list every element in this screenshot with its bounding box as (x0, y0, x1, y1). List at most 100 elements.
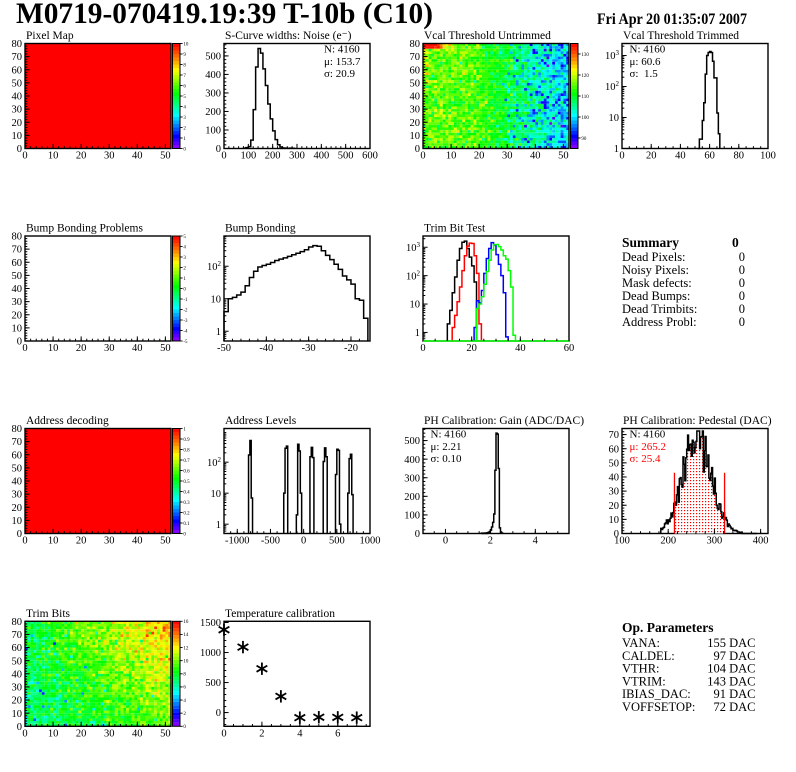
svg-text:16: 16 (183, 620, 189, 625)
svg-text:0: 0 (739, 263, 745, 277)
svg-text:σ: 1.5: σ: 1.5 (630, 68, 659, 80)
svg-text:97 DAC: 97 DAC (713, 649, 755, 663)
svg-text:0: 0 (221, 151, 226, 162)
svg-text:1: 1 (183, 427, 186, 432)
svg-text:0: 0 (221, 729, 226, 740)
svg-text:Address Levels: Address Levels (225, 415, 297, 427)
svg-text:0: 0 (22, 151, 27, 162)
svg-text:-500: -500 (261, 536, 280, 547)
svg-text:100: 100 (614, 536, 630, 547)
svg-text:4: 4 (183, 105, 186, 110)
svg-text:PH Calibration: Pedestal (DAC): PH Calibration: Pedestal (DAC) (623, 415, 772, 427)
svg-text:1: 1 (614, 144, 619, 155)
svg-text:10: 10 (12, 323, 23, 334)
svg-text:70: 70 (410, 52, 421, 63)
svg-text:μ: 153.7: μ: 153.7 (324, 56, 361, 68)
svg-text:0: 0 (183, 725, 186, 730)
svg-text:4: 4 (183, 699, 186, 704)
svg-text:8: 8 (183, 673, 186, 678)
svg-text:200: 200 (205, 107, 221, 118)
svg-text:30: 30 (12, 490, 23, 501)
svg-text:5: 5 (183, 95, 186, 100)
svg-text:50: 50 (160, 343, 171, 354)
svg-text:7: 7 (183, 74, 186, 79)
svg-text:S-Curve widths: Noise (e⁻): S-Curve widths: Noise (e⁻) (225, 30, 352, 42)
svg-text:2: 2 (183, 712, 186, 717)
svg-text:-30: -30 (302, 343, 316, 354)
svg-text:40: 40 (12, 284, 23, 295)
svg-text:80: 80 (12, 39, 23, 50)
svg-text:5: 5 (183, 235, 186, 240)
svg-text:0: 0 (420, 343, 425, 354)
svg-text:0: 0 (183, 287, 186, 292)
svg-text:2: 2 (259, 729, 264, 740)
svg-text:40: 40 (132, 151, 143, 162)
svg-text:VTHR:: VTHR: (622, 662, 660, 676)
svg-text:IBIAS_DAC:: IBIAS_DAC: (622, 687, 691, 701)
svg-text:30: 30 (104, 729, 115, 740)
svg-text:10: 10 (609, 515, 620, 526)
svg-text:60: 60 (12, 450, 23, 461)
svg-text:200: 200 (660, 536, 676, 547)
svg-text:μ: 2.21: μ: 2.21 (431, 441, 462, 453)
svg-text:6: 6 (335, 729, 340, 740)
svg-text:60: 60 (609, 444, 620, 455)
svg-text:9: 9 (183, 53, 186, 58)
svg-text:0: 0 (420, 151, 425, 162)
svg-text:0: 0 (17, 337, 22, 348)
svg-text:1: 1 (415, 328, 420, 339)
svg-text:40: 40 (530, 151, 541, 162)
svg-text:0: 0 (22, 536, 27, 547)
svg-text:10: 10 (12, 709, 23, 720)
svg-text:70: 70 (12, 245, 23, 256)
svg-text:80: 80 (12, 232, 23, 243)
svg-text:70: 70 (12, 52, 23, 63)
svg-text:110: 110 (581, 95, 589, 100)
svg-text:200: 200 (265, 151, 281, 162)
svg-text:0: 0 (17, 529, 22, 540)
svg-text:0.3: 0.3 (183, 501, 190, 506)
svg-text:20: 20 (12, 118, 23, 129)
svg-text:70: 70 (12, 437, 23, 448)
svg-text:60: 60 (12, 65, 23, 76)
svg-text:Op. Parameters: Op. Parameters (622, 620, 713, 635)
svg-text:10: 10 (410, 300, 421, 311)
svg-text:1: 1 (183, 277, 186, 282)
svg-text:500: 500 (205, 52, 221, 63)
svg-text:20: 20 (646, 151, 657, 162)
svg-text:100: 100 (581, 116, 589, 121)
svg-text:N: 4160: N: 4160 (431, 429, 467, 441)
svg-text:400: 400 (313, 151, 329, 162)
svg-text:50: 50 (609, 458, 620, 469)
svg-text:Bump Bonding Problems: Bump Bonding Problems (26, 223, 143, 235)
svg-text:4: 4 (183, 245, 186, 250)
svg-text:500: 500 (404, 436, 420, 447)
svg-text:Vcal Threshold Trimmed: Vcal Threshold Trimmed (623, 30, 739, 42)
svg-text:1: 1 (183, 137, 186, 142)
svg-text:10: 10 (183, 659, 189, 664)
svg-text:100: 100 (205, 126, 221, 137)
svg-text:-20: -20 (344, 343, 358, 354)
svg-text:400: 400 (753, 536, 769, 547)
svg-text:Vcal Threshold Untrimmed: Vcal Threshold Untrimmed (424, 30, 551, 42)
svg-text:-1: -1 (183, 298, 188, 303)
svg-text:0: 0 (614, 529, 619, 540)
svg-text:1: 1 (216, 327, 221, 338)
svg-text:0: 0 (17, 144, 22, 155)
svg-text:0: 0 (22, 343, 27, 354)
svg-text:30: 30 (12, 105, 23, 116)
svg-text:20: 20 (76, 729, 87, 740)
svg-text:10: 10 (183, 42, 189, 47)
svg-text:Noisy Pixels:: Noisy Pixels: (622, 263, 689, 277)
svg-text:40: 40 (12, 669, 23, 680)
svg-text:10: 10 (48, 343, 59, 354)
svg-text:0: 0 (301, 536, 306, 547)
svg-text:50: 50 (160, 151, 171, 162)
svg-text:90: 90 (581, 137, 587, 142)
svg-text:300: 300 (205, 89, 221, 100)
svg-text:50: 50 (160, 729, 171, 740)
svg-text:Fri Apr 20 01:35:07 2007: Fri Apr 20 01:35:07 2007 (597, 11, 747, 28)
svg-text:0: 0 (22, 729, 27, 740)
svg-text:40: 40 (132, 536, 143, 547)
svg-text:0: 0 (17, 722, 22, 733)
